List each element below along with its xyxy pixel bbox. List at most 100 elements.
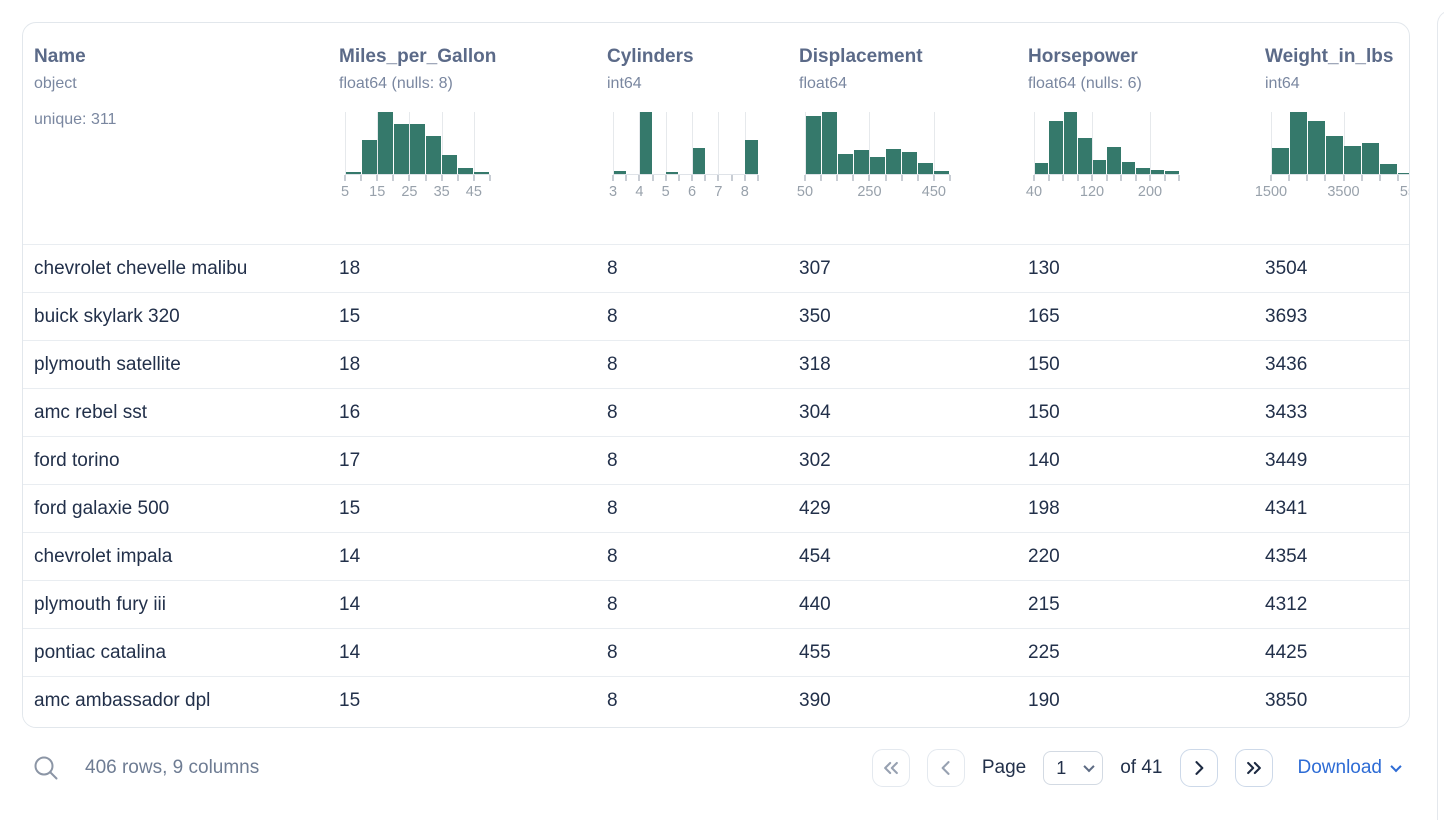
column-header-Cylinders: Cylinders int64 3 4 5 6 7 8 [607, 43, 799, 244]
chevron-right-icon [1194, 761, 1203, 775]
cell: 429 [799, 497, 831, 519]
cell: 3850 [1265, 689, 1308, 711]
column-title[interactable]: Cylinders [607, 46, 694, 67]
cell: 454 [799, 545, 831, 567]
hist-axis-label: 5 [661, 184, 670, 200]
column-title[interactable]: Horsepower [1028, 46, 1138, 67]
column-title[interactable]: Miles_per_Gallon [339, 46, 497, 67]
cell: 318 [799, 353, 831, 375]
hist-axis-label: 5 [340, 184, 350, 200]
row-column-summary: 406 rows, 9 columns [85, 757, 260, 778]
hist-bar [1092, 160, 1106, 174]
histogram-Displacement[interactable]: 50 250 450 [797, 112, 951, 202]
hist-bar [1344, 146, 1362, 174]
hist-axis-label: 35 [433, 184, 450, 200]
hist-axis-label: 5500 [1399, 184, 1409, 200]
cell: 304 [799, 401, 831, 423]
chevron-left-icon [941, 761, 950, 775]
cell: 390 [799, 689, 831, 711]
hist-bar [393, 124, 409, 174]
page-count-label: of 41 [1120, 757, 1163, 778]
cell: 140 [1028, 449, 1060, 471]
column-type: float64 (nulls: 8) [339, 75, 453, 92]
column-header-Displacement: Displacement float64 50 250 450 [797, 43, 1028, 244]
hist-gridline [1092, 112, 1093, 174]
column-header-Miles_per_Gallon: Miles_per_Gallon float64 (nulls: 8) 5 15 25 3… [339, 43, 607, 244]
hist-bar [458, 167, 474, 174]
hist-bar [1121, 161, 1135, 174]
footer: 406 rows, 9 columns Page 1 of 41 Downloa… [22, 744, 1402, 792]
chevrons-right-icon [1246, 761, 1261, 775]
cell: 8 [607, 449, 618, 471]
cell: chevrolet chevelle malibu [34, 257, 248, 279]
column-header-Horsepower: Horsepower float64 (nulls: 6) 40 120 200 [1026, 43, 1265, 244]
cell: 15 [339, 305, 361, 327]
hist-gridline [345, 112, 346, 174]
cell: 17 [339, 449, 361, 471]
hist-bar [345, 171, 361, 174]
column-title[interactable]: Name [34, 46, 86, 67]
column-header-Name: Name object unique: 311 [34, 43, 339, 244]
cell: 15 [339, 497, 361, 519]
cell: 220 [1028, 545, 1060, 567]
cell: 190 [1028, 689, 1060, 711]
histogram-Weight_in_lbs[interactable]: 1500 3500 5500 [1255, 112, 1409, 202]
last-page-button[interactable] [1234, 749, 1273, 787]
search-button[interactable] [28, 750, 64, 786]
histogram-Miles_per_Gallon[interactable]: 5 15 25 35 45 [341, 112, 491, 202]
hist-gridline [718, 112, 720, 174]
hist-axis-label: 15 [369, 184, 386, 200]
cell: pontiac catalina [34, 641, 167, 663]
histogram-Cylinders[interactable]: 3 4 5 6 7 8 [609, 112, 759, 202]
hist-bar [474, 172, 490, 174]
hist-axis-label: 25 [401, 184, 418, 200]
next-page-button[interactable] [1179, 749, 1218, 787]
chevron-down-icon [1083, 760, 1095, 773]
hist-axis-label: 250 [857, 184, 882, 200]
hist-bar [1078, 138, 1092, 174]
cell: 8 [607, 305, 618, 327]
search-icon [34, 756, 58, 780]
hist-gridline [639, 112, 641, 174]
cell: chevrolet impala [34, 545, 173, 567]
cell: 302 [799, 449, 831, 471]
cell: 8 [607, 257, 618, 279]
hist-bar [426, 135, 442, 174]
hist-gridline [1271, 112, 1272, 174]
column-title[interactable]: Weight_in_lbs [1265, 46, 1394, 67]
hist-bar [1398, 172, 1409, 174]
cell: 4425 [1265, 641, 1308, 663]
cell: 307 [799, 257, 831, 279]
column-type: float64 [799, 75, 848, 92]
hist-bar [1325, 135, 1343, 174]
column-title[interactable]: Displacement [799, 46, 923, 67]
hist-bar [1034, 163, 1048, 174]
cell: 350 [799, 305, 831, 327]
table-row: ford galaxie 500 15 8 429 198 4341 [23, 484, 1409, 532]
table-row: plymouth satellite 18 8 318 150 3436 [23, 340, 1409, 388]
table-body: chevrolet chevelle malibu 18 8 307 130 3504 bu… [23, 244, 1409, 724]
histogram-Horsepower[interactable]: 40 120 200 [1026, 112, 1180, 202]
hist-bar [805, 116, 821, 174]
prev-page-button[interactable] [926, 749, 965, 787]
cell: 4312 [1265, 593, 1308, 615]
column-type: int64 [607, 75, 642, 92]
cell: 8 [607, 401, 618, 423]
hist-bar [692, 147, 705, 174]
hist-bar [918, 163, 934, 174]
table-row: plymouth fury iii 14 8 440 215 4312 [23, 580, 1409, 628]
cell: plymouth satellite [34, 353, 181, 375]
hist-bar [837, 153, 853, 174]
cell: 8 [607, 497, 618, 519]
cell: 165 [1028, 305, 1060, 327]
cell: buick skylark 320 [34, 305, 180, 327]
download-button[interactable]: Download [1298, 757, 1402, 779]
page-select[interactable]: 1 [1043, 751, 1104, 785]
hist-axis-label: 8 [740, 184, 749, 200]
first-page-button[interactable] [871, 749, 910, 787]
cell: 3693 [1265, 305, 1308, 327]
cell: ford torino [34, 449, 120, 471]
hist-bar [1063, 112, 1077, 174]
